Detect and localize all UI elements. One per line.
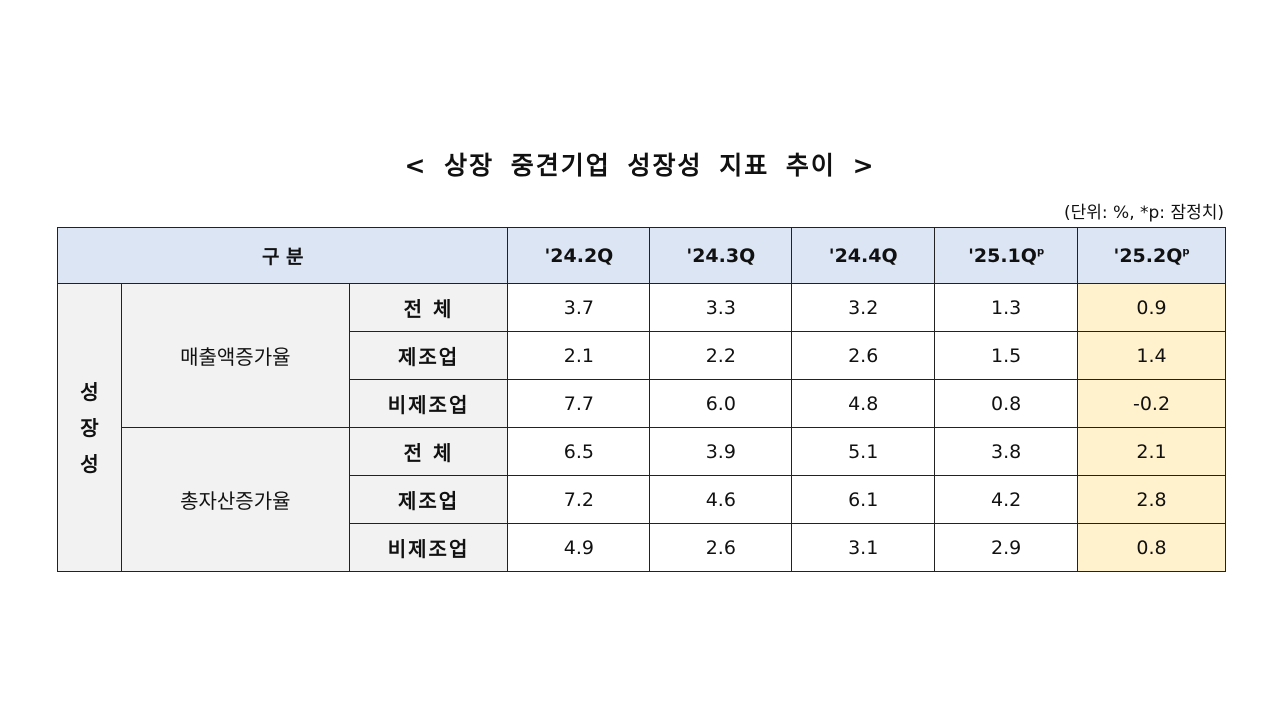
header-col: '24.2Q xyxy=(507,227,651,284)
value-cell: 6.1 xyxy=(791,475,936,524)
value-cell: 2.2 xyxy=(649,331,793,380)
section-label: 매출액증가율 xyxy=(120,283,350,428)
value-cell: 0.9 xyxy=(1077,283,1226,332)
row-label: 제조업 xyxy=(348,331,509,380)
value-cell: 3.1 xyxy=(791,523,936,572)
value-cell: 3.3 xyxy=(649,283,793,332)
table-row: 비제조업 4.9 2.6 3.1 2.9 0.8 xyxy=(58,523,1226,572)
value-cell: 4.2 xyxy=(934,475,1079,524)
header-category: 구 분 xyxy=(56,227,509,284)
header-col: '25.2Qp xyxy=(1077,227,1226,284)
header-row: 구 분 '24.2Q '24.3Q '24.4Q '25.1Qp '25.2Qp xyxy=(56,227,1226,284)
header-col: '24.3Q xyxy=(649,227,793,284)
value-cell: 2.1 xyxy=(1077,427,1226,476)
value-cell: 4.6 xyxy=(649,475,793,524)
header-col: '24.4Q xyxy=(791,227,936,284)
value-cell: 2.6 xyxy=(791,331,936,380)
value-cell: 4.8 xyxy=(791,379,936,428)
value-cell: 7.2 xyxy=(507,475,651,524)
value-cell: 6.0 xyxy=(649,379,793,428)
value-cell: 2.9 xyxy=(934,523,1079,572)
value-cell: 5.1 xyxy=(791,427,936,476)
value-cell: 6.5 xyxy=(507,427,651,476)
table-row: 총자산증가율 전 체 6.5 3.9 5.1 3.8 2.1 xyxy=(58,427,1226,572)
value-cell: 0.8 xyxy=(1077,523,1226,572)
value-cell: 0.8 xyxy=(934,379,1079,428)
value-cell: 2.6 xyxy=(649,523,793,572)
table-title: < 상장 중견기업 성장성 지표 추이 > xyxy=(404,151,876,180)
table-row: 비제조업 7.7 6.0 4.8 0.8 -0.2 xyxy=(58,379,1226,428)
header-col: '25.1Qp xyxy=(934,227,1079,284)
value-cell: 1.4 xyxy=(1077,331,1226,380)
table-row: 성 장 성 매출액증가율 전 체 3.7 3.3 3.2 1.3 0.9 xyxy=(57,283,1226,572)
value-cell: 1.3 xyxy=(934,283,1079,332)
value-cell: 4.9 xyxy=(507,523,651,572)
value-cell: 3.9 xyxy=(649,427,793,476)
row-label: 전 체 xyxy=(348,427,509,476)
value-cell: 3.2 xyxy=(791,283,936,332)
row-label: 제조업 xyxy=(348,475,509,524)
value-cell: 3.8 xyxy=(934,427,1079,476)
table-row: 제조업 7.2 4.6 6.1 4.2 2.8 xyxy=(58,475,1226,524)
value-cell: 2.8 xyxy=(1077,475,1226,524)
value-cell: -0.2 xyxy=(1077,379,1226,428)
section-label: 총자산증가율 xyxy=(120,427,350,572)
value-cell: 2.1 xyxy=(507,331,651,380)
row-label: 비제조업 xyxy=(348,523,509,572)
growth-indicator-table: 구 분 '24.2Q '24.3Q '24.4Q '25.1Qp '25.2Qp… xyxy=(56,227,1226,572)
unit-note: (단위: %, *p: 잠정치) xyxy=(1064,203,1224,223)
row-label: 비제조업 xyxy=(348,379,509,428)
value-cell: 3.7 xyxy=(507,283,651,332)
table-row: 제조업 2.1 2.2 2.6 1.5 1.4 xyxy=(58,331,1226,380)
row-label: 전 체 xyxy=(348,283,509,332)
value-cell: 1.5 xyxy=(934,331,1079,380)
value-cell: 7.7 xyxy=(507,379,651,428)
